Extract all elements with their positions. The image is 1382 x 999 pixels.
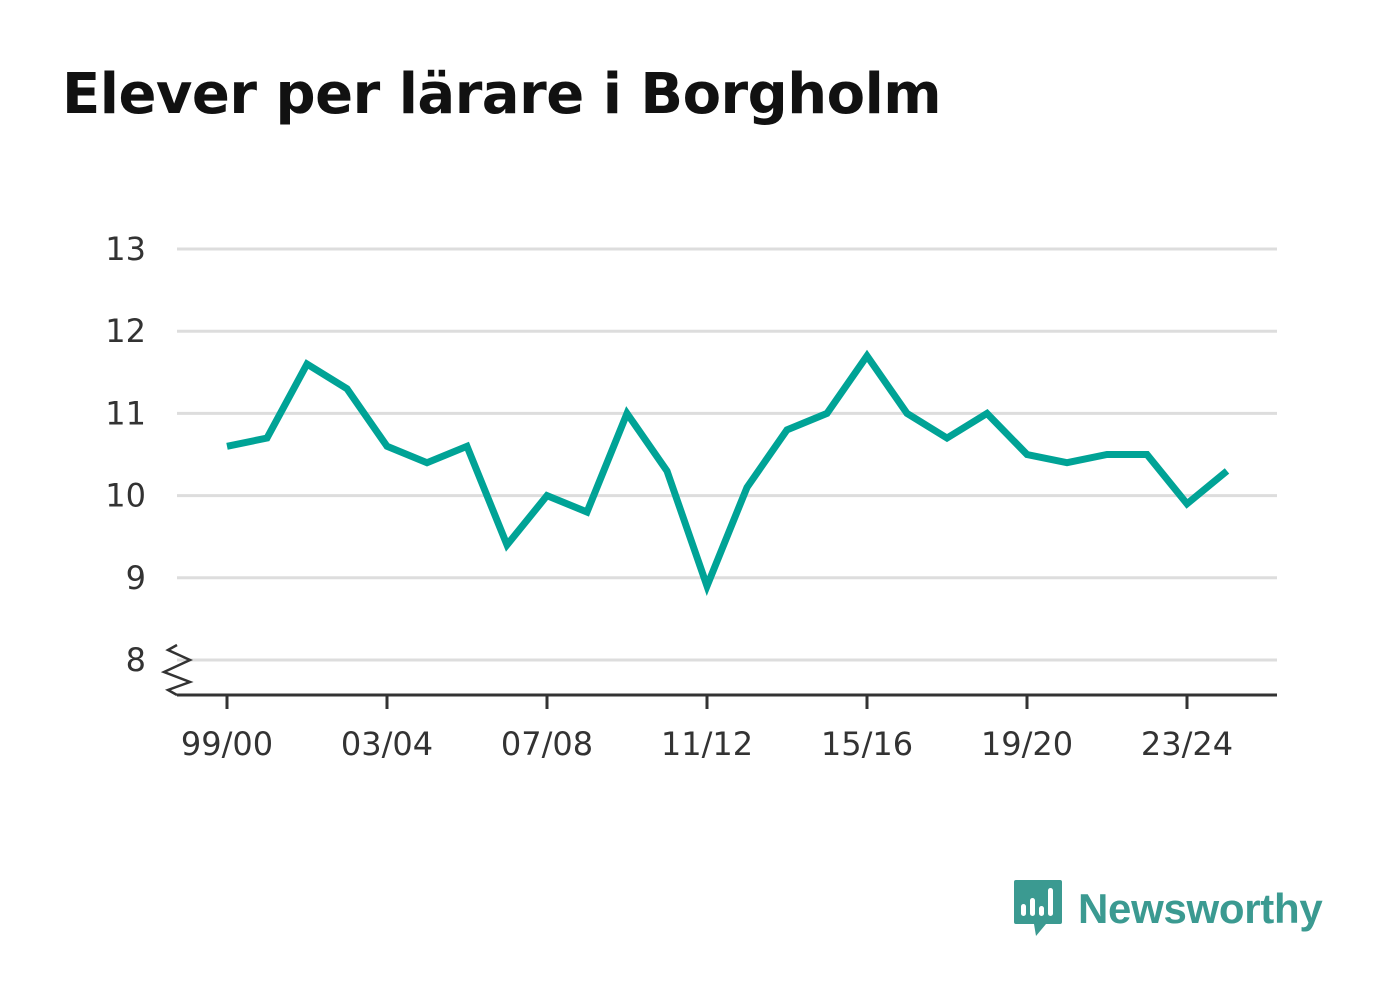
brand-logo: Newsworthy: [1012, 878, 1323, 940]
x-tick-label: 23/24: [1141, 725, 1233, 763]
x-tick-label: 99/00: [181, 725, 273, 763]
y-tick-label: 9: [126, 559, 146, 597]
x-tick-label: 15/16: [821, 725, 913, 763]
x-tick-label: 19/20: [981, 725, 1073, 763]
x-axis-labels: 99/00 03/04 07/08 11/12 15/16 19/20 23/24: [181, 725, 1233, 763]
y-tick-label: 10: [105, 477, 146, 515]
y-tick-label: 12: [105, 312, 146, 350]
series-line: [226, 349, 1230, 596]
x-tick-label: 11/12: [661, 725, 753, 763]
x-axis: [160, 643, 1277, 709]
y-tick-label: 8: [126, 641, 146, 679]
brand-name: Newsworthy: [1078, 885, 1323, 932]
x-tick-label: 03/04: [341, 725, 433, 763]
axis-break-icon: [160, 643, 194, 697]
y-tick-label: 13: [105, 230, 146, 268]
series-layer: [226, 349, 1230, 596]
newsworthy-logo-icon: [1014, 880, 1062, 936]
chart-title: Elever per lärare i Borgholm: [62, 62, 942, 127]
y-axis-labels: 8 9 10 11 12 13: [105, 230, 146, 679]
x-tick-label: 07/08: [501, 725, 593, 763]
y-tick-label: 11: [105, 394, 146, 432]
